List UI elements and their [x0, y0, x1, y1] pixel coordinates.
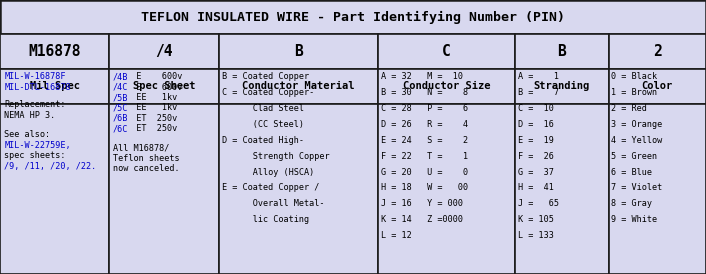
Bar — [609, 104, 706, 274]
Text: H = 18   W =   00: H = 18 W = 00 — [381, 184, 467, 192]
Bar — [515, 34, 609, 68]
Text: B =    7: B = 7 — [518, 88, 559, 97]
Bar — [0, 68, 109, 104]
Bar — [0, 104, 109, 274]
Bar — [378, 68, 515, 104]
Text: 2: 2 — [653, 44, 662, 59]
Text: C = Coated Copper-: C = Coated Copper- — [222, 88, 315, 97]
Text: Conductor Material: Conductor Material — [242, 81, 354, 91]
Text: ET  250v: ET 250v — [126, 114, 177, 123]
Text: Mil Spec: Mil Spec — [30, 81, 80, 91]
Text: /4C: /4C — [113, 83, 128, 92]
Text: J =   65: J = 65 — [518, 199, 559, 208]
Text: B: B — [294, 44, 303, 59]
Text: E    600v: E 600v — [126, 83, 182, 92]
Text: 2 = Red: 2 = Red — [611, 104, 647, 113]
Bar — [219, 34, 378, 68]
Text: D =  16: D = 16 — [518, 120, 554, 129]
Bar — [0, 0, 706, 34]
Bar — [109, 34, 219, 68]
Text: K = 105: K = 105 — [518, 215, 554, 224]
Text: All M16878/: All M16878/ — [113, 144, 169, 152]
Text: See also:: See also: — [4, 130, 50, 139]
Text: spec sheets:: spec sheets: — [4, 151, 66, 160]
Bar — [219, 68, 378, 104]
Text: E =  19: E = 19 — [518, 136, 554, 145]
Text: Replacement:: Replacement: — [4, 100, 66, 109]
Text: MIL-W-16878F: MIL-W-16878F — [4, 72, 66, 81]
Text: D = Coated High-: D = Coated High- — [222, 136, 304, 145]
Text: 4 = Yellow: 4 = Yellow — [611, 136, 663, 145]
Text: J = 16   Y = 000: J = 16 Y = 000 — [381, 199, 462, 208]
Text: Strength Copper: Strength Copper — [222, 152, 330, 161]
Bar — [0, 34, 109, 68]
Bar — [609, 34, 706, 68]
Text: (CC Steel): (CC Steel) — [222, 120, 304, 129]
Text: 0 = Black: 0 = Black — [611, 72, 657, 81]
Text: F =  26: F = 26 — [518, 152, 554, 161]
Text: C: C — [442, 44, 451, 59]
Text: B = 30   N =    8: B = 30 N = 8 — [381, 88, 467, 97]
Text: TEFLON INSULATED WIRE - Part Identifying Number (PIN): TEFLON INSULATED WIRE - Part Identifying… — [141, 11, 565, 24]
Bar — [378, 34, 515, 68]
Text: H =  41: H = 41 — [518, 184, 554, 192]
Text: 5 = Green: 5 = Green — [611, 152, 657, 161]
Text: K = 14   Z =0000: K = 14 Z =0000 — [381, 215, 462, 224]
Text: Spec Sheet: Spec Sheet — [133, 81, 196, 91]
Text: /4B: /4B — [113, 72, 128, 81]
Text: Overall Metal-: Overall Metal- — [222, 199, 325, 208]
Text: MIL-W-22759E,: MIL-W-22759E, — [4, 141, 71, 150]
Text: C = 28   P =    6: C = 28 P = 6 — [381, 104, 467, 113]
Bar — [609, 68, 706, 104]
Text: B: B — [558, 44, 566, 59]
Bar — [378, 104, 515, 274]
Text: 6 = Blue: 6 = Blue — [611, 168, 652, 176]
Text: 3 = Orange: 3 = Orange — [611, 120, 663, 129]
Bar — [219, 104, 378, 274]
Text: Stranding: Stranding — [534, 81, 590, 91]
Text: Teflon sheets: Teflon sheets — [113, 154, 179, 163]
Text: M16878: M16878 — [28, 44, 81, 59]
Text: /4: /4 — [155, 44, 173, 59]
Text: Conductor Size: Conductor Size — [403, 81, 490, 91]
Text: EE   1kv: EE 1kv — [126, 104, 177, 112]
Text: G =  37: G = 37 — [518, 168, 554, 176]
Text: D = 26   R =    4: D = 26 R = 4 — [381, 120, 467, 129]
Bar — [109, 104, 219, 274]
Text: A =    1: A = 1 — [518, 72, 559, 81]
Text: /6B: /6B — [113, 114, 128, 123]
Text: NEMA HP 3.: NEMA HP 3. — [4, 111, 56, 120]
Text: B = Coated Copper: B = Coated Copper — [222, 72, 309, 81]
Text: /6C: /6C — [113, 124, 128, 133]
Text: EE   1kv: EE 1kv — [126, 93, 177, 102]
Text: E    600v: E 600v — [126, 72, 182, 81]
Text: G = 20   U =    0: G = 20 U = 0 — [381, 168, 467, 176]
Text: L = 133: L = 133 — [518, 231, 554, 240]
Bar — [515, 68, 609, 104]
Text: 7 = Violet: 7 = Violet — [611, 184, 663, 192]
Text: now canceled.: now canceled. — [113, 164, 179, 173]
Text: Alloy (HSCA): Alloy (HSCA) — [222, 168, 315, 176]
Text: 9 = White: 9 = White — [611, 215, 657, 224]
Text: /5B: /5B — [113, 93, 128, 102]
Text: lic Coating: lic Coating — [222, 215, 309, 224]
Text: /5C: /5C — [113, 104, 128, 112]
Text: E = 24   S =    2: E = 24 S = 2 — [381, 136, 467, 145]
Text: 8 = Gray: 8 = Gray — [611, 199, 652, 208]
Text: E = Coated Copper /: E = Coated Copper / — [222, 184, 320, 192]
Text: F = 22   T =    1: F = 22 T = 1 — [381, 152, 467, 161]
Bar — [109, 68, 219, 104]
Text: ET  250v: ET 250v — [126, 124, 177, 133]
Text: L = 12: L = 12 — [381, 231, 412, 240]
Text: C =  10: C = 10 — [518, 104, 554, 113]
Text: Clad Steel: Clad Steel — [222, 104, 304, 113]
Text: A = 32   M =  10: A = 32 M = 10 — [381, 72, 462, 81]
Text: MIL-DTL-16878: MIL-DTL-16878 — [4, 83, 71, 92]
Text: Color: Color — [642, 81, 673, 91]
Bar — [515, 104, 609, 274]
Text: /9, /11, /20, /22.: /9, /11, /20, /22. — [4, 162, 97, 171]
Text: 1 = Brown: 1 = Brown — [611, 88, 657, 97]
